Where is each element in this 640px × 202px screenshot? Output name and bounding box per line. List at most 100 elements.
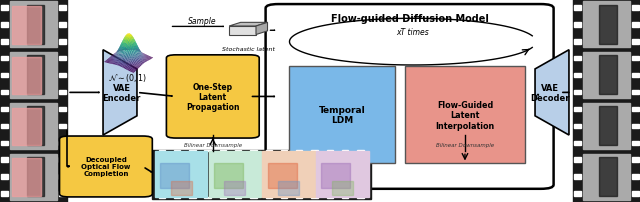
Bar — [632, 90, 639, 95]
Text: One-Step
Latent
Propagation: One-Step Latent Propagation — [186, 82, 239, 112]
Bar — [599, 157, 617, 196]
Polygon shape — [229, 23, 268, 27]
Text: Bilinear Downsample: Bilinear Downsample — [184, 142, 242, 147]
Bar — [1, 124, 8, 128]
Bar — [281, 150, 287, 151]
Text: xT times: xT times — [396, 28, 429, 37]
Bar — [205, 197, 211, 198]
Bar — [268, 163, 296, 188]
Bar — [59, 57, 66, 61]
Text: VAE
Encoder: VAE Encoder — [102, 83, 141, 103]
Bar — [599, 6, 617, 44]
Bar — [10, 53, 57, 99]
Bar — [632, 124, 639, 128]
Bar — [289, 67, 395, 164]
Bar — [26, 107, 44, 145]
Bar — [250, 150, 257, 151]
Bar — [26, 157, 44, 196]
Bar — [574, 40, 581, 44]
Bar — [159, 150, 165, 151]
Bar — [160, 163, 189, 188]
Bar — [59, 23, 66, 27]
Bar — [312, 150, 317, 151]
Bar — [1, 40, 8, 44]
Bar — [0, 0, 67, 202]
Text: Stochastic latent: Stochastic latent — [222, 46, 275, 52]
Bar — [321, 163, 350, 188]
Bar — [1, 57, 8, 61]
Text: Flow-guided Diffusion Model: Flow-guided Diffusion Model — [331, 14, 488, 24]
Bar — [574, 141, 581, 145]
Bar — [574, 74, 581, 78]
Bar — [59, 6, 66, 11]
Bar — [266, 197, 272, 198]
Bar — [59, 40, 66, 44]
Bar — [12, 108, 41, 145]
Bar — [632, 107, 639, 112]
Bar — [574, 23, 581, 27]
Bar — [189, 197, 196, 198]
Bar — [10, 154, 57, 200]
Bar — [632, 141, 639, 145]
Bar — [1, 175, 8, 179]
Bar — [1, 191, 8, 196]
Polygon shape — [256, 23, 268, 35]
Bar — [1, 90, 8, 95]
Bar — [1, 6, 8, 11]
Bar — [1, 23, 8, 27]
Bar — [583, 103, 630, 149]
Bar — [59, 175, 66, 179]
Bar — [59, 74, 66, 78]
Bar — [174, 197, 180, 198]
Bar — [59, 124, 66, 128]
Bar — [574, 90, 581, 95]
Bar — [1, 158, 8, 162]
Bar — [262, 152, 315, 197]
Bar — [342, 150, 348, 151]
Bar — [574, 158, 581, 162]
Bar — [599, 107, 617, 145]
Bar — [12, 159, 41, 196]
Bar — [583, 53, 630, 99]
Text: Decoupled
Optical Flow
Completion: Decoupled Optical Flow Completion — [81, 157, 131, 177]
Bar — [1, 141, 8, 145]
Bar — [326, 150, 333, 151]
Bar — [266, 150, 272, 151]
Bar — [574, 57, 581, 61]
Bar — [250, 197, 257, 198]
Bar — [59, 191, 66, 196]
Bar — [59, 90, 66, 95]
Bar — [220, 197, 226, 198]
Bar — [189, 150, 196, 151]
Polygon shape — [103, 50, 137, 135]
Bar — [296, 197, 303, 198]
Bar — [632, 40, 639, 44]
Bar — [632, 6, 639, 11]
Text: $\mathcal{N} \sim (0,1)$: $\mathcal{N} \sim (0,1)$ — [108, 72, 148, 84]
Bar — [10, 103, 57, 149]
Bar — [312, 197, 317, 198]
Bar — [357, 150, 364, 151]
Bar — [281, 197, 287, 198]
Bar — [171, 181, 191, 195]
Bar — [174, 150, 180, 151]
Bar — [225, 181, 245, 195]
Bar — [574, 124, 581, 128]
Bar — [59, 107, 66, 112]
Text: Flow-Guided
Latent
Interpolation: Flow-Guided Latent Interpolation — [435, 100, 495, 130]
Polygon shape — [535, 50, 569, 135]
Bar — [574, 175, 581, 179]
Bar — [235, 197, 241, 198]
Text: VAE
Decoder: VAE Decoder — [531, 83, 570, 103]
Bar — [357, 197, 364, 198]
Bar — [229, 27, 256, 35]
Bar — [59, 158, 66, 162]
Bar — [205, 150, 211, 151]
Bar — [632, 57, 639, 61]
Text: Temporal
LDM: Temporal LDM — [319, 105, 365, 125]
Text: Bilinear Downsample: Bilinear Downsample — [436, 142, 494, 147]
Bar — [574, 107, 581, 112]
Bar — [583, 154, 630, 200]
Bar — [316, 152, 369, 197]
FancyBboxPatch shape — [166, 56, 259, 138]
